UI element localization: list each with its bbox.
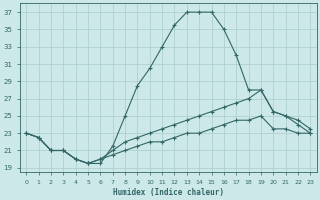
X-axis label: Humidex (Indice chaleur): Humidex (Indice chaleur): [113, 188, 224, 197]
